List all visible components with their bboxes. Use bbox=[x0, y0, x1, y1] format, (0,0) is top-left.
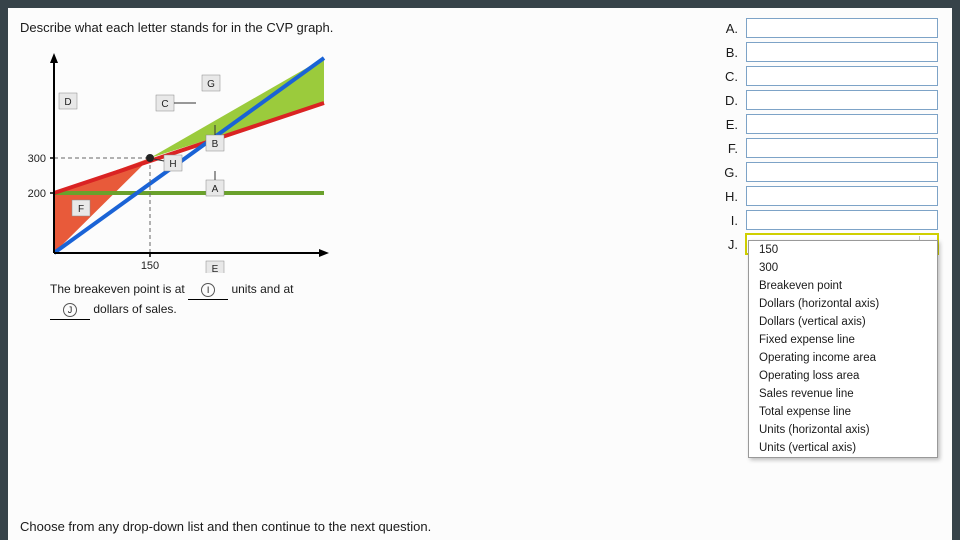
sentence-pre: The breakeven point is at bbox=[50, 282, 188, 296]
label-B-row: B. bbox=[718, 45, 738, 60]
blank-dollars: J bbox=[50, 300, 90, 320]
operating-income-area bbox=[150, 58, 324, 158]
svg-text:C: C bbox=[161, 99, 168, 110]
footer-instruction: Choose from any drop-down list and then … bbox=[20, 519, 431, 534]
dropdown-option[interactable]: Dollars (horizontal axis) bbox=[749, 295, 937, 313]
label-F: F bbox=[72, 200, 90, 216]
svg-text:B: B bbox=[212, 139, 219, 150]
sales-revenue-line bbox=[54, 58, 324, 253]
total-expense-line bbox=[54, 103, 324, 193]
label-G: G bbox=[202, 75, 220, 91]
svg-text:D: D bbox=[64, 97, 71, 108]
label-E: E bbox=[206, 261, 224, 273]
dropdown-option[interactable]: Fixed expense line bbox=[749, 331, 937, 349]
svg-text:F: F bbox=[78, 204, 84, 215]
sentence-dollars: dollars of sales. bbox=[93, 302, 176, 316]
question-panel: Describe what each letter stands for in … bbox=[8, 8, 952, 540]
ytick-200: 200 bbox=[28, 188, 46, 200]
dropdown-option[interactable]: Total expense line bbox=[749, 403, 937, 421]
input-A[interactable] bbox=[746, 18, 938, 38]
dropdown-option[interactable]: 150 bbox=[749, 241, 937, 259]
svg-text:H: H bbox=[169, 159, 176, 170]
dropdown-option[interactable]: 300 bbox=[749, 259, 937, 277]
dropdown-option[interactable]: Units (horizontal axis) bbox=[749, 421, 937, 439]
y-arrow-icon bbox=[50, 53, 58, 63]
label-G-row: G. bbox=[718, 165, 738, 180]
dropdown-list[interactable]: 150 300 Breakeven point Dollars (horizon… bbox=[748, 240, 938, 458]
dropdown-option[interactable]: Sales revenue line bbox=[749, 385, 937, 403]
svg-text:G: G bbox=[207, 79, 215, 90]
answer-column: A. B. C. D. E. F. G. H. I. J. ▼ bbox=[718, 18, 938, 254]
input-H[interactable] bbox=[746, 186, 938, 206]
sentence-units: units and at bbox=[231, 282, 293, 296]
label-H-row: H. bbox=[718, 189, 738, 204]
label-A-row: A. bbox=[718, 21, 738, 36]
blank-units: I bbox=[188, 280, 228, 300]
label-F-row: F. bbox=[718, 141, 738, 156]
input-D[interactable] bbox=[746, 90, 938, 110]
ytick-300: 300 bbox=[28, 153, 46, 165]
dropdown-option[interactable]: Operating loss area bbox=[749, 367, 937, 385]
label-J-row: J. bbox=[718, 237, 738, 252]
label-D-row: D. bbox=[718, 93, 738, 108]
cvp-chart-svg: 200 300 150 D C G B H A F E bbox=[24, 43, 354, 273]
label-C: C bbox=[156, 95, 196, 111]
input-B[interactable] bbox=[746, 42, 938, 62]
badge-I: I bbox=[201, 283, 215, 297]
breakeven-point bbox=[146, 154, 154, 162]
dropdown-option[interactable]: Operating income area bbox=[749, 349, 937, 367]
label-A: A bbox=[206, 171, 224, 196]
svg-text:A: A bbox=[212, 184, 219, 195]
svg-text:E: E bbox=[212, 264, 219, 273]
input-E[interactable] bbox=[746, 114, 938, 134]
label-I-row: I. bbox=[718, 213, 738, 228]
dropdown-option[interactable]: Dollars (vertical axis) bbox=[749, 313, 937, 331]
dropdown-option[interactable]: Breakeven point bbox=[749, 277, 937, 295]
badge-J: J bbox=[63, 303, 77, 317]
dropdown-option[interactable]: Units (vertical axis) bbox=[749, 439, 937, 457]
xtick-150: 150 bbox=[141, 260, 159, 272]
x-arrow-icon bbox=[319, 249, 329, 257]
label-C-row: C. bbox=[718, 69, 738, 84]
input-F[interactable] bbox=[746, 138, 938, 158]
operating-loss-area bbox=[54, 158, 150, 253]
input-C[interactable] bbox=[746, 66, 938, 86]
label-E-row: E. bbox=[718, 117, 738, 132]
label-D: D bbox=[59, 93, 77, 109]
input-G[interactable] bbox=[746, 162, 938, 182]
input-I[interactable] bbox=[746, 210, 938, 230]
